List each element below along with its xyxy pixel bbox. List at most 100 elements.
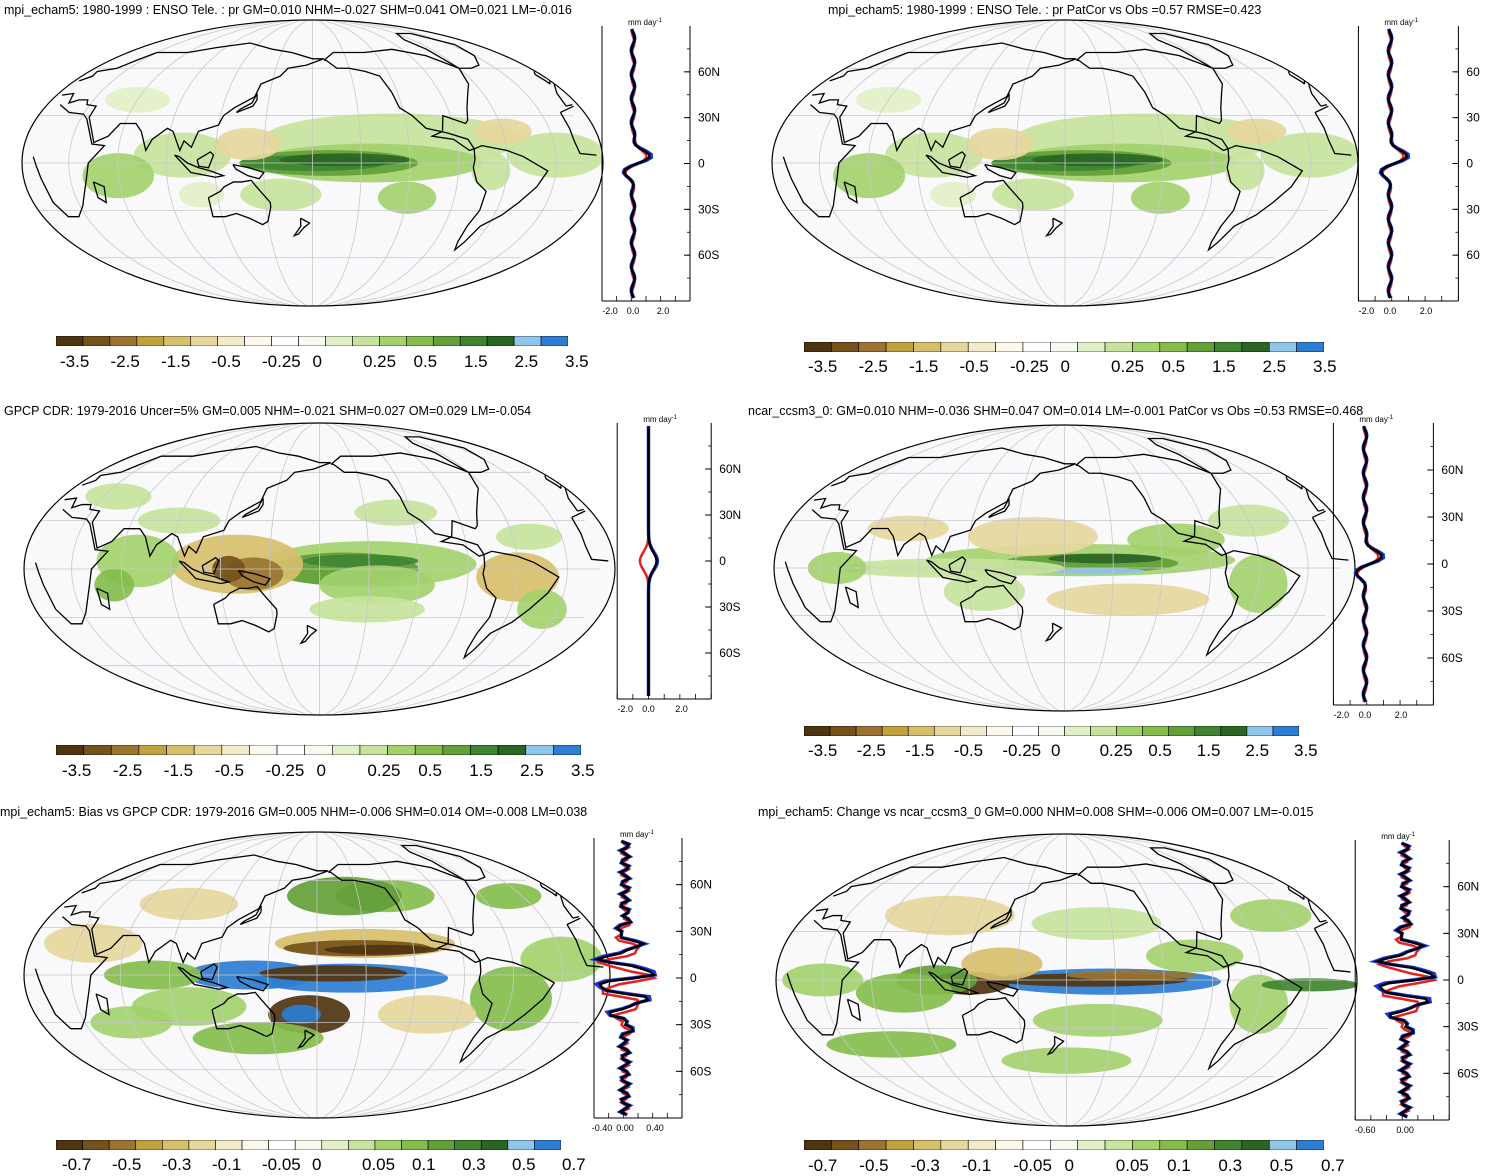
- robinson-map: [772, 423, 1357, 713]
- colorbar-tick-label: -1.5: [909, 357, 938, 377]
- colorbar-segment: [886, 342, 913, 352]
- precip-anomaly-region: [885, 896, 1015, 935]
- colorbar-segment: [83, 1140, 110, 1150]
- colorbar-segment: [859, 342, 886, 352]
- colorbar-segment: [487, 336, 514, 346]
- precip-anomaly-region: [287, 877, 402, 916]
- zonal-mean-curve: [1381, 29, 1406, 298]
- precip-anomaly-region: [967, 128, 1033, 160]
- colorbar-segment: [222, 745, 250, 755]
- colorbar-tick-label: 3.5: [1294, 741, 1318, 761]
- colorbar-tick-label: 0.25: [1100, 741, 1133, 761]
- colorbar-tick-label: 1.5: [469, 761, 493, 781]
- colorbar-segment: [299, 336, 326, 346]
- colorbar-segment: [406, 336, 433, 346]
- lat-tick-label: 60S: [1457, 1066, 1478, 1080]
- colorbar-tick-label: 0.5: [1162, 357, 1186, 377]
- colorbar-tick-label: 0.3: [462, 1155, 486, 1175]
- precip-anomaly-region: [1032, 153, 1163, 166]
- colorbar-segment: [859, 1140, 886, 1150]
- zonal-mean-curve: [624, 29, 649, 298]
- colorbar-segment: [804, 342, 831, 352]
- colorbar-segment: [996, 342, 1023, 352]
- panel-bias-mpi-vs-gpcp: mpi_echam5: Bias vs GPCP CDR: 1979-2016 …: [0, 790, 740, 1172]
- colorbar-tick-label: 0.5: [1148, 741, 1172, 761]
- colorbar-tick-label: -0.3: [911, 1156, 940, 1176]
- precip-anomaly-region: [354, 499, 437, 525]
- colorbar-tick-label: -0.1: [962, 1156, 991, 1176]
- colorbar-segment: [1215, 1140, 1242, 1150]
- colorbar-segment: [534, 1140, 561, 1150]
- colorbar-segment: [269, 1140, 296, 1150]
- colorbar-tick-label: -0.5: [859, 1156, 888, 1176]
- lat-tick-label: 30S: [719, 600, 740, 614]
- colorbar-segment: [352, 336, 379, 346]
- precip-anomaly-region: [44, 924, 142, 963]
- colorbar-segment: [305, 745, 333, 755]
- colorbar-tick-label: -2.5: [859, 357, 888, 377]
- colorbar-segment: [941, 1140, 968, 1150]
- colorbar-segment: [194, 745, 222, 755]
- panel-enso-obs-gpcp: GPCP CDR: 1979-2016 Uncer=5% GM=0.005 NH…: [0, 393, 740, 783]
- colorbar-segment: [498, 745, 526, 755]
- colorbar-segment: [804, 726, 830, 736]
- colorbar-segment: [111, 745, 139, 755]
- precip-anomaly-region: [517, 590, 567, 629]
- colorbar-segment: [1132, 342, 1159, 352]
- profile-x-tick-label: 2.0: [1420, 306, 1433, 316]
- panel-title: mpi_echam5: Change vs ncar_ccsm3_0 GM=0.…: [758, 805, 1314, 819]
- profile-x-tick-label: 0.40: [646, 1123, 664, 1133]
- colorbar-segment: [1242, 1140, 1269, 1150]
- lat-tick-label: 0: [719, 554, 726, 568]
- colorbar-segment: [1247, 726, 1273, 736]
- colorbar-segment: [110, 336, 137, 346]
- robinson-map: [22, 421, 617, 717]
- colorbar-tick-label: 0.25: [1111, 357, 1144, 377]
- profile-x-tick-label: 0.0: [1384, 306, 1397, 316]
- panel-enso-patcor-mpi: mpi_echam5: 1980-1999 : ENSO Tele. : pr …: [748, 0, 1496, 385]
- precip-anomaly-region: [303, 554, 419, 567]
- colorbar-segment: [191, 336, 218, 346]
- profile-x-tick-label: 2.0: [1395, 710, 1408, 720]
- profile-unit-label: mm day-1: [1384, 18, 1418, 27]
- colorbar-tick-label: -0.25: [266, 761, 305, 781]
- colorbar-segment: [56, 336, 83, 346]
- colorbar-segment: [433, 336, 460, 346]
- colorbar-segment: [470, 745, 498, 755]
- colorbar-segment: [1078, 342, 1105, 352]
- precip-anomaly-region: [280, 153, 410, 166]
- lat-tick-label: 30S: [1441, 604, 1462, 618]
- colorbar-segment: [379, 336, 406, 346]
- lat-tick-label: 60N: [1457, 880, 1479, 894]
- colorbar-tick-label: 0.5: [418, 761, 442, 781]
- precip-anomaly-region: [324, 945, 439, 955]
- colorbar-tick-label: 0.3: [1218, 1156, 1242, 1176]
- colorbar-segment: [1269, 1140, 1296, 1150]
- colorbar: [804, 342, 1324, 352]
- colorbar-tick-label: 0: [1065, 1156, 1074, 1176]
- precip-anomaly-region: [992, 178, 1074, 210]
- colorbar-tick-label: -0.3: [162, 1155, 191, 1175]
- colorbar-segment: [886, 1140, 913, 1150]
- colorbar-segment: [460, 336, 487, 346]
- lat-tick-label: 60S: [698, 248, 719, 262]
- colorbar-segment: [1023, 342, 1050, 352]
- colorbar-segment: [402, 1140, 429, 1150]
- colorbar-segment: [136, 1140, 163, 1150]
- lat-tick-label: 0: [1466, 157, 1473, 171]
- precip-anomaly-region: [260, 965, 408, 981]
- colorbar-tick-label: -1.5: [161, 352, 190, 372]
- colorbar-tick-label: -2.5: [857, 741, 886, 761]
- lat-tick-label: 0: [690, 971, 697, 985]
- precip-anomaly-region: [471, 152, 510, 191]
- lat-tick-label: 0: [1457, 973, 1464, 987]
- precip-anomaly-region: [94, 569, 134, 602]
- colorbar-tick-label: 0.1: [1167, 1156, 1191, 1176]
- colorbar-tick-label: 0.05: [1116, 1156, 1149, 1176]
- colorbar-tick-label: -0.7: [808, 1156, 837, 1176]
- colorbar-segment: [913, 342, 940, 352]
- colorbar-segment: [1105, 342, 1132, 352]
- robinson-map: [22, 830, 612, 1120]
